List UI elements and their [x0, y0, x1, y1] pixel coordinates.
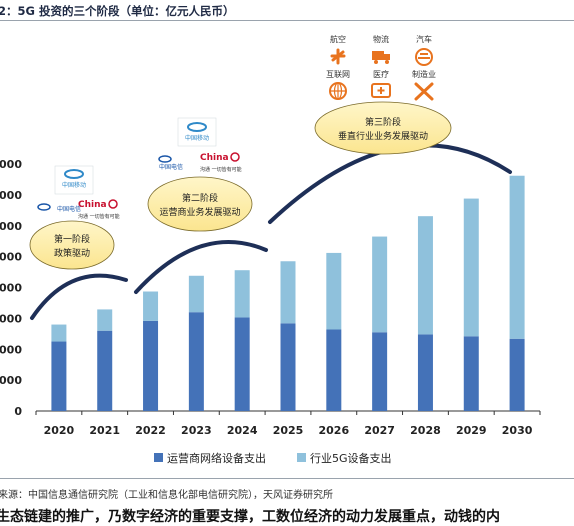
- phase-2-trend-arc: [134, 240, 268, 294]
- china-unicom-logo: China 沟通 一切皆有可能: [200, 152, 242, 173]
- y-tick-label: 4000: [0, 282, 22, 295]
- bar-operator-segment: [326, 329, 342, 411]
- x-tick-label: 2025: [273, 424, 304, 437]
- svg-text:沟通 一切皆有可能: 沟通 一切皆有可能: [200, 166, 242, 173]
- china-mobile-logo: 中国移动: [177, 117, 217, 147]
- phase-2-desc: 运营商业务发展驱动: [159, 206, 240, 218]
- stacked-bar-chart: 0 1000 2000 3000 4000 5000 6000 7000 8000 2020 202…: [0, 34, 541, 465]
- bar-industry-segment: [372, 236, 388, 333]
- bar-industry-segment: [188, 275, 204, 313]
- svg-text:互联网: 互联网: [326, 70, 350, 79]
- svg-text:China: China: [78, 200, 107, 210]
- x-tick-label: 2028: [410, 424, 441, 437]
- y-tick-label: 1000: [0, 374, 22, 387]
- figure-title: 2：5G 投资的三个阶段（单位：亿元人民币）: [0, 4, 235, 18]
- bar-industry-segment: [280, 261, 296, 324]
- phase-2-stage: 第二阶段: [182, 192, 218, 204]
- source-note: 来源：中国信息通信研究院（工业和信息化部电信研究院），天风证券研究所: [0, 490, 333, 501]
- y-tick-label: 8000: [0, 158, 22, 171]
- svg-text:中国移动: 中国移动: [62, 181, 86, 189]
- medical-icon: 医疗: [371, 69, 391, 98]
- svg-text:中国移动: 中国移动: [185, 134, 209, 142]
- svg-text:沟通 一切皆有可能: 沟通 一切皆有可能: [78, 213, 120, 220]
- car-icon: 汽车: [415, 34, 433, 66]
- legend-swatch-industry: [297, 453, 306, 462]
- phase-2-logos: 中国移动 中国电信 China 沟通 一切皆有可能: [158, 117, 242, 173]
- bar-operator-segment: [188, 312, 204, 411]
- bar-industry-segment: [417, 216, 433, 335]
- phase-3-bubble: 第三阶段 垂直行业业务发展驱动: [314, 101, 452, 155]
- bar-operator-segment: [51, 341, 67, 411]
- svg-text:中国电信: 中国电信: [159, 163, 183, 171]
- bar-industry-segment: [51, 324, 67, 342]
- internet-icon: 互联网: [326, 70, 350, 100]
- title-divider: [0, 20, 574, 21]
- y-tick-label: 0: [14, 405, 22, 418]
- x-tick-label: 2021: [89, 424, 120, 437]
- bar-operator-segment: [372, 332, 388, 411]
- svg-text:中国电信: 中国电信: [57, 205, 81, 213]
- phase-1-logos: 中国移动 中国电信 China 沟通 一切皆有可能: [37, 165, 120, 220]
- x-tick-label: 2023: [181, 424, 212, 437]
- phase-1-trend-arc: [30, 273, 128, 320]
- chart-legend: 运营商网络设备支出 行业5G设备支出: [154, 451, 392, 465]
- bar-operator-segment: [417, 334, 433, 411]
- x-tick-label: 2027: [364, 424, 395, 437]
- y-tick-label: 3000: [0, 312, 22, 325]
- bar-industry-segment: [143, 291, 159, 321]
- bar-operator-segment: [97, 330, 113, 411]
- x-tick-label: 2024: [227, 424, 258, 437]
- bar-industry-segment: [234, 270, 250, 318]
- bar-industry-segment: [509, 175, 525, 339]
- manufacturing-icon: 制造业: [412, 69, 436, 101]
- phase-3-stage: 第三阶段: [365, 116, 401, 128]
- china-mobile-logo: 中国移动: [54, 165, 94, 195]
- legend-label-industry: 行业5G设备支出: [310, 451, 392, 465]
- svg-text:汽车: 汽车: [416, 34, 432, 44]
- svg-text:航空: 航空: [330, 34, 346, 44]
- bar-operator-segment: [280, 323, 296, 411]
- y-tick-label: 5000: [0, 251, 22, 264]
- bar-operator-segment: [234, 317, 250, 411]
- y-tick-label: 7000: [0, 189, 22, 202]
- china-telecom-logo: 中国电信: [37, 203, 81, 213]
- y-tick-label: 2000: [0, 343, 22, 356]
- phase-1-desc: 政策驱动: [54, 247, 90, 259]
- x-tick-label: 2022: [135, 424, 166, 437]
- china-unicom-logo: China 沟通 一切皆有可能: [78, 199, 120, 220]
- phase-1-bubble: 第一阶段 政策驱动: [29, 220, 115, 270]
- x-tick-label: 2020: [44, 424, 75, 437]
- airplane-icon: 航空: [330, 34, 346, 65]
- x-tick-label: 2030: [502, 424, 533, 437]
- svg-text:医疗: 医疗: [373, 69, 389, 79]
- bar-industry-segment: [97, 309, 113, 331]
- industry-icons: 航空 物流 汽车 互联网 医疗 制造业: [326, 34, 436, 101]
- x-tick-label: 2026: [319, 424, 350, 437]
- phase-2-bubble: 第二阶段 运营商业务发展驱动: [147, 176, 253, 232]
- svg-text:物流: 物流: [373, 34, 389, 44]
- cropped-body-text: 生态链建的推广，乃数字经济的重要支撑，工数位经济的动力发展重点，动钱的内: [0, 509, 500, 525]
- phase-3-desc: 垂直行业业务发展驱动: [338, 130, 428, 142]
- bar-industry-segment: [326, 252, 342, 330]
- legend-label-operator: 运营商网络设备支出: [167, 451, 266, 465]
- bar-industry-segment: [463, 198, 479, 337]
- phase-1-stage: 第一阶段: [54, 233, 90, 245]
- svg-text:China: China: [200, 153, 229, 163]
- bar-operator-segment: [463, 336, 479, 411]
- bar-operator-segment: [509, 338, 525, 411]
- legend-swatch-operator: [154, 453, 163, 462]
- truck-icon: 物流: [372, 34, 390, 64]
- bar-operator-segment: [143, 320, 159, 411]
- china-telecom-logo: 中国电信: [158, 155, 183, 171]
- x-tick-label: 2029: [456, 424, 487, 437]
- svg-text:制造业: 制造业: [412, 69, 436, 79]
- y-tick-label: 6000: [0, 220, 22, 233]
- source-divider: [0, 478, 574, 479]
